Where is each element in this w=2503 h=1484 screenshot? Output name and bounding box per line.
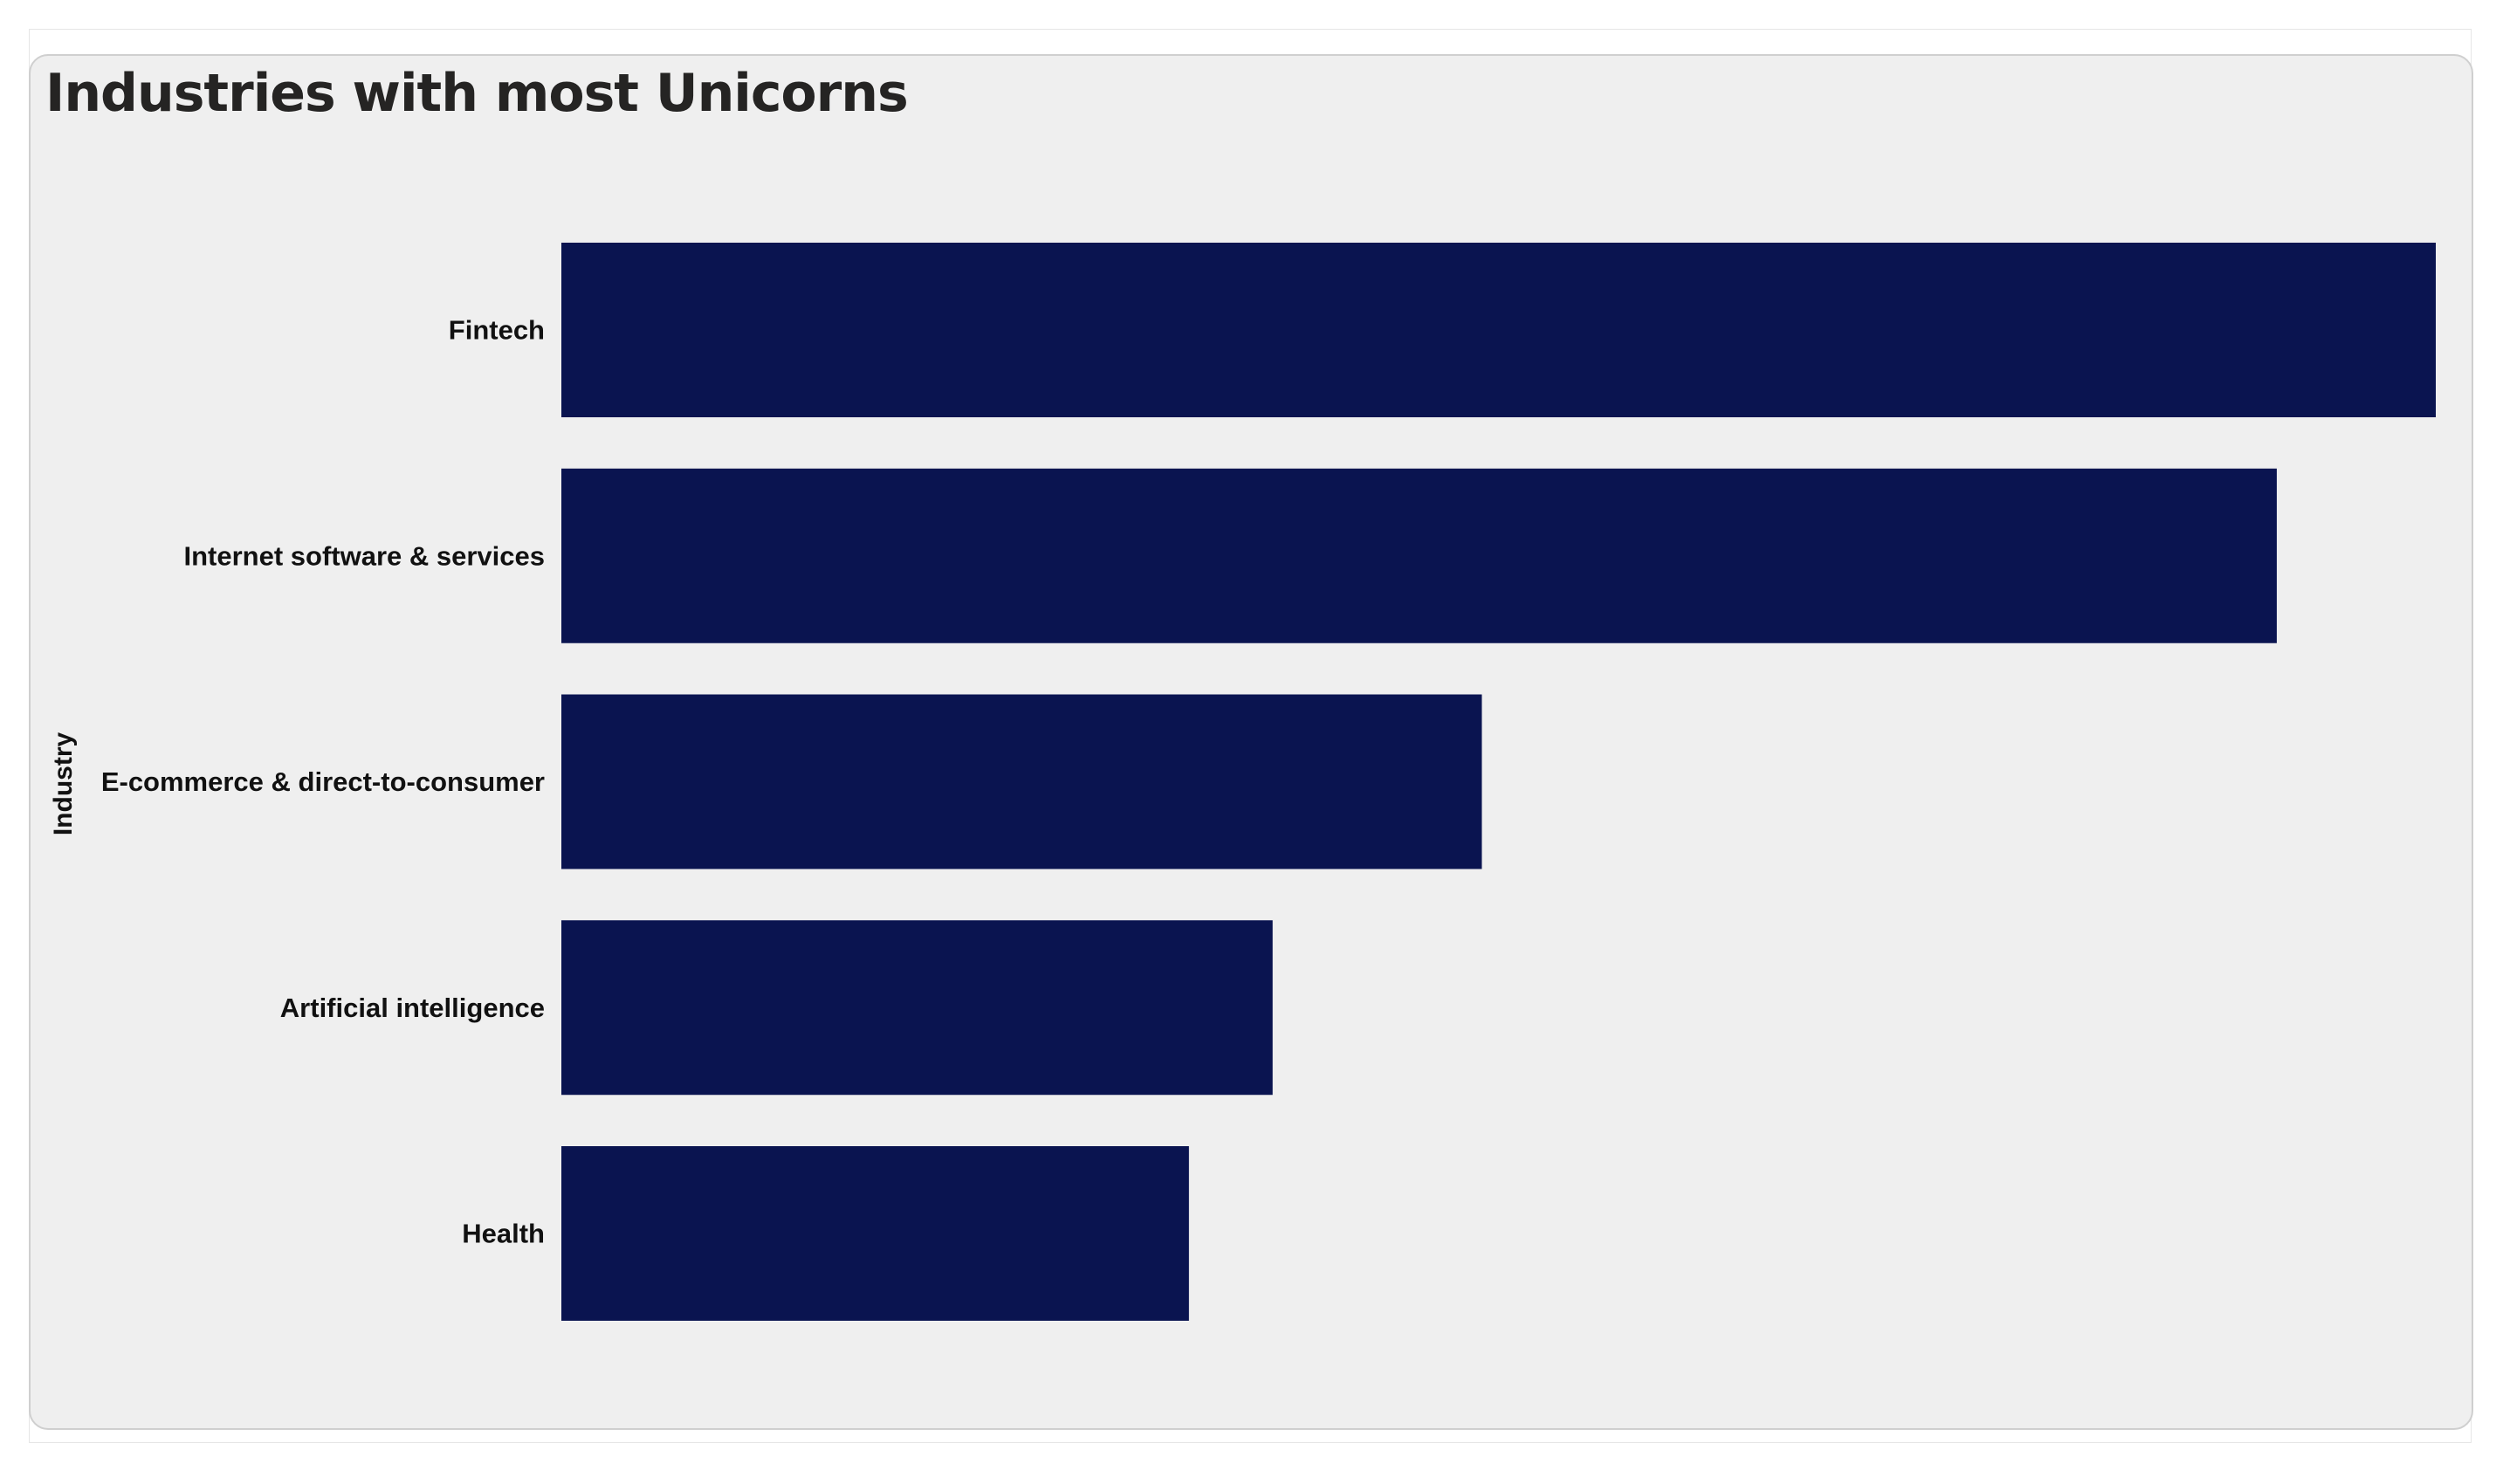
category-label-0: Fintech (449, 315, 545, 346)
category-label-2: E-commerce & direct-to-consumer (101, 766, 545, 797)
bar-4[interactable] (561, 1146, 1189, 1321)
bar-1[interactable] (561, 468, 2277, 643)
category-label-3: Artificial intelligence (280, 993, 545, 1023)
category-label-4: Health (462, 1219, 545, 1249)
category-labels-group: Fintech Internet software & services E-com… (101, 315, 545, 1249)
bar-0[interactable] (561, 243, 2436, 417)
bars-group (561, 243, 2436, 1321)
bar-2[interactable] (561, 694, 1482, 869)
bar-3[interactable] (561, 920, 1273, 1096)
chart-title: Industries with most Unicorns (45, 63, 909, 124)
y-axis-title: Industry (49, 732, 78, 836)
category-label-1: Internet software & services (183, 540, 545, 571)
